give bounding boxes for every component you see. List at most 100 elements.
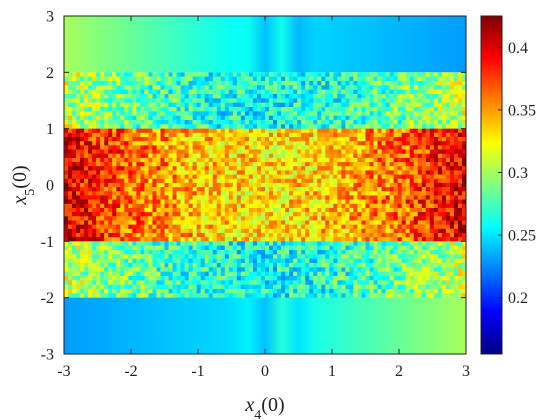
heatmap-cell bbox=[164, 157, 169, 163]
heatmap-cell bbox=[236, 128, 242, 134]
heatmap-cell bbox=[445, 216, 451, 221]
heatmap-cell bbox=[240, 81, 246, 86]
heatmap-cell bbox=[385, 254, 391, 260]
heatmap-cell bbox=[421, 128, 427, 134]
heatmap-cell bbox=[136, 232, 141, 238]
heatmap-cell bbox=[349, 81, 354, 86]
heatmap-cell bbox=[441, 182, 447, 188]
heatmap-cell bbox=[232, 149, 238, 155]
heatmap-cell bbox=[345, 107, 350, 112]
heatmap-cell bbox=[289, 212, 294, 217]
heatmap-cell bbox=[345, 166, 350, 171]
heatmap-cell bbox=[212, 141, 218, 146]
heatmap-cell bbox=[377, 157, 382, 163]
heatmap-cell bbox=[309, 203, 314, 209]
heatmap-cell bbox=[293, 182, 298, 188]
heatmap-cell bbox=[252, 280, 258, 286]
heatmap-cell bbox=[309, 232, 314, 238]
heatmap-cell bbox=[172, 89, 177, 95]
heatmap-cell bbox=[156, 276, 161, 281]
heatmap-cell bbox=[397, 212, 403, 217]
heatmap-cell bbox=[156, 245, 161, 251]
heatmap-cell bbox=[269, 220, 274, 226]
heatmap-cell bbox=[361, 174, 366, 180]
heatmap-cell bbox=[393, 195, 399, 200]
heatmap-cell bbox=[136, 212, 141, 217]
heatmap-cell bbox=[373, 137, 378, 142]
heatmap-cell bbox=[289, 267, 294, 273]
heatmap-cell bbox=[337, 149, 342, 155]
heatmap-cell bbox=[293, 124, 298, 130]
heatmap-cell bbox=[437, 89, 443, 95]
heatmap-cell bbox=[389, 199, 395, 205]
heatmap-cell bbox=[389, 245, 395, 251]
heatmap-cell bbox=[220, 187, 226, 192]
heatmap-cell bbox=[309, 145, 314, 150]
heatmap-cell bbox=[309, 85, 314, 91]
heatmap-cell bbox=[108, 115, 113, 121]
heatmap-cell bbox=[140, 276, 145, 281]
heatmap-cell bbox=[281, 170, 286, 175]
heatmap-cell bbox=[353, 258, 358, 264]
heatmap-cell bbox=[449, 137, 455, 142]
heatmap-cell bbox=[240, 76, 246, 82]
heatmap-cell bbox=[184, 76, 190, 82]
heatmap-cell bbox=[453, 124, 459, 130]
heatmap-cell bbox=[116, 98, 121, 104]
heatmap-cell bbox=[305, 157, 310, 163]
heatmap-cell bbox=[176, 98, 181, 104]
heatmap-cell bbox=[140, 216, 145, 221]
heatmap-cell bbox=[333, 216, 338, 221]
heatmap-cell bbox=[357, 258, 362, 264]
heatmap-cell bbox=[293, 232, 298, 238]
heatmap-cell bbox=[184, 149, 190, 155]
heatmap-cell bbox=[120, 162, 125, 167]
heatmap-cell bbox=[108, 76, 113, 82]
heatmap-cell bbox=[429, 178, 435, 184]
heatmap-cell bbox=[232, 124, 238, 130]
heatmap-cell bbox=[377, 149, 382, 155]
heatmap-cell bbox=[333, 128, 338, 134]
heatmap-cell bbox=[240, 203, 246, 209]
heatmap-cell bbox=[369, 124, 374, 130]
heatmap-cell bbox=[337, 132, 342, 138]
heatmap-cell bbox=[236, 280, 242, 286]
heatmap-cell bbox=[301, 102, 306, 108]
heatmap-cell bbox=[333, 137, 338, 142]
heatmap-cell bbox=[240, 271, 246, 277]
heatmap-cell bbox=[393, 145, 399, 150]
heatmap-cell bbox=[377, 258, 382, 264]
heatmap-cell bbox=[369, 89, 374, 95]
heatmap-cell bbox=[224, 203, 230, 209]
heatmap-cell bbox=[196, 76, 202, 82]
heatmap-cell bbox=[88, 107, 93, 112]
heatmap-cell bbox=[441, 241, 447, 247]
heatmap-cell bbox=[301, 199, 306, 205]
heatmap-cell bbox=[273, 120, 278, 125]
heatmap-cell bbox=[200, 263, 206, 268]
heatmap-cell bbox=[124, 258, 129, 264]
heatmap-cell bbox=[220, 232, 226, 238]
heatmap-cell bbox=[136, 187, 141, 192]
heatmap-cell bbox=[224, 166, 230, 171]
heatmap-cell bbox=[80, 85, 85, 91]
heatmap-cell bbox=[156, 137, 161, 142]
heatmap-cell bbox=[353, 98, 358, 104]
heatmap-cell bbox=[401, 132, 407, 138]
heatmap-cell bbox=[92, 137, 97, 142]
heatmap-cell bbox=[140, 166, 145, 171]
heatmap-cell bbox=[236, 191, 242, 196]
heatmap-cell bbox=[184, 81, 190, 86]
heatmap-cell bbox=[204, 166, 210, 171]
heatmap-cell bbox=[224, 89, 230, 95]
heatmap-cell bbox=[160, 115, 165, 121]
heatmap-cell bbox=[64, 111, 69, 117]
heatmap-cell bbox=[172, 224, 177, 230]
heatmap-cell bbox=[361, 81, 366, 86]
heatmap-cell bbox=[389, 220, 395, 226]
heatmap-cell bbox=[124, 115, 129, 121]
heatmap-cell bbox=[453, 228, 459, 234]
heatmap-cell bbox=[373, 191, 378, 196]
heatmap-cell bbox=[345, 254, 350, 260]
heatmap-cell bbox=[64, 170, 69, 175]
